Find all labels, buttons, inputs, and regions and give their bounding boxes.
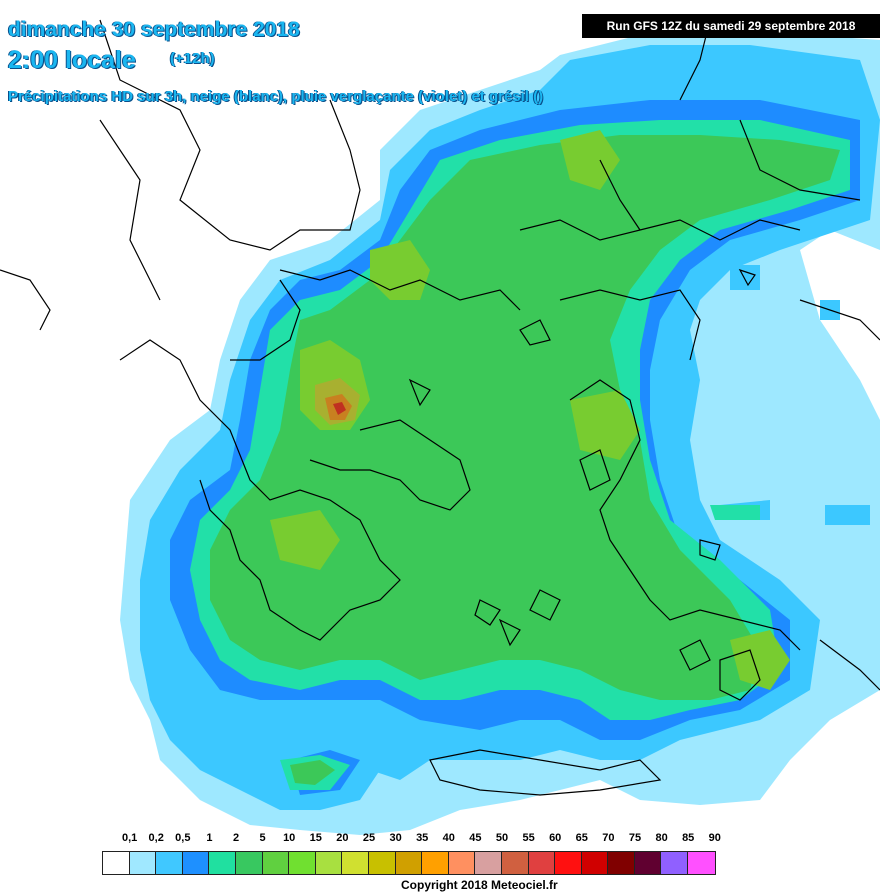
- legend-swatch: [528, 852, 556, 874]
- legend-label: 1: [206, 832, 213, 844]
- legend-swatch: [661, 852, 689, 874]
- legend-swatch: [156, 852, 183, 874]
- legend-label: 45: [469, 832, 482, 844]
- legend-swatch: [501, 852, 529, 874]
- legend-label: 40: [442, 832, 455, 844]
- legend-swatch: [368, 852, 396, 874]
- legend-label: 50: [495, 832, 509, 844]
- legend-label: 25: [362, 832, 376, 844]
- legend-swatch: [581, 852, 609, 874]
- legend-swatch: [395, 852, 423, 874]
- forecast-time: 2:00 locale: [8, 46, 136, 74]
- legend-swatch: [262, 852, 290, 874]
- legend-label: 0,1: [121, 832, 138, 844]
- legend-swatch: [422, 852, 449, 874]
- borders-coastlines: [0, 19, 880, 796]
- legend-swatch: [235, 852, 263, 874]
- legend-label: 30: [389, 832, 402, 844]
- legend-swatch: [342, 852, 369, 874]
- forecast-offset: (+12h): [170, 50, 215, 67]
- legend-label: 0,2: [148, 832, 164, 844]
- legend-label: 10: [283, 832, 296, 844]
- legend-swatch: [475, 852, 502, 874]
- forecast-date: dimanche 30 septembre 2018: [8, 18, 300, 41]
- precip-zone-peak: [325, 394, 352, 420]
- legend-label: 80: [655, 832, 668, 844]
- legend-color-scale: [102, 851, 716, 875]
- legend-swatch: [289, 852, 316, 874]
- legend-label: 15: [309, 832, 322, 844]
- legend-label: 0,5: [175, 832, 191, 844]
- legend-label: 5: [259, 832, 266, 844]
- legend-label: 60: [549, 832, 562, 844]
- legend-label: 90: [708, 832, 721, 844]
- legend-label: 75: [628, 832, 642, 844]
- legend-swatch: [209, 852, 236, 874]
- legend-swatch: [103, 852, 130, 874]
- legend-swatch: [688, 852, 715, 874]
- legend-label: 2: [232, 832, 240, 844]
- legend-swatch: [129, 852, 157, 874]
- legend-swatch: [555, 852, 582, 874]
- legend-label: 20: [336, 832, 349, 844]
- legend-label: 70: [602, 832, 615, 844]
- copyright-text: Copyright 2018 Meteociel.fr: [401, 878, 558, 892]
- legend-label: 65: [575, 832, 588, 844]
- map-subtitle: Précipitations HD sur 3h, neige (blanc),…: [8, 88, 544, 105]
- legend-label: 35: [416, 832, 429, 844]
- legend-swatch: [448, 852, 476, 874]
- precip-zone-green: [210, 135, 840, 785]
- run-info-badge: Run GFS 12Z du samedi 29 septembre 2018: [582, 14, 880, 38]
- legend-swatch: [182, 852, 210, 874]
- legend-label: 55: [522, 832, 535, 844]
- legend-swatch: [608, 852, 635, 874]
- legend-swatch: [315, 852, 343, 874]
- legend-swatch: [634, 852, 662, 874]
- legend-label: 85: [682, 832, 695, 844]
- precip-legend: 0,1 0,2 0,5 1 2 5 10 15 20 25 30 35 40 45 50 55 60 65 70 75…: [102, 832, 770, 878]
